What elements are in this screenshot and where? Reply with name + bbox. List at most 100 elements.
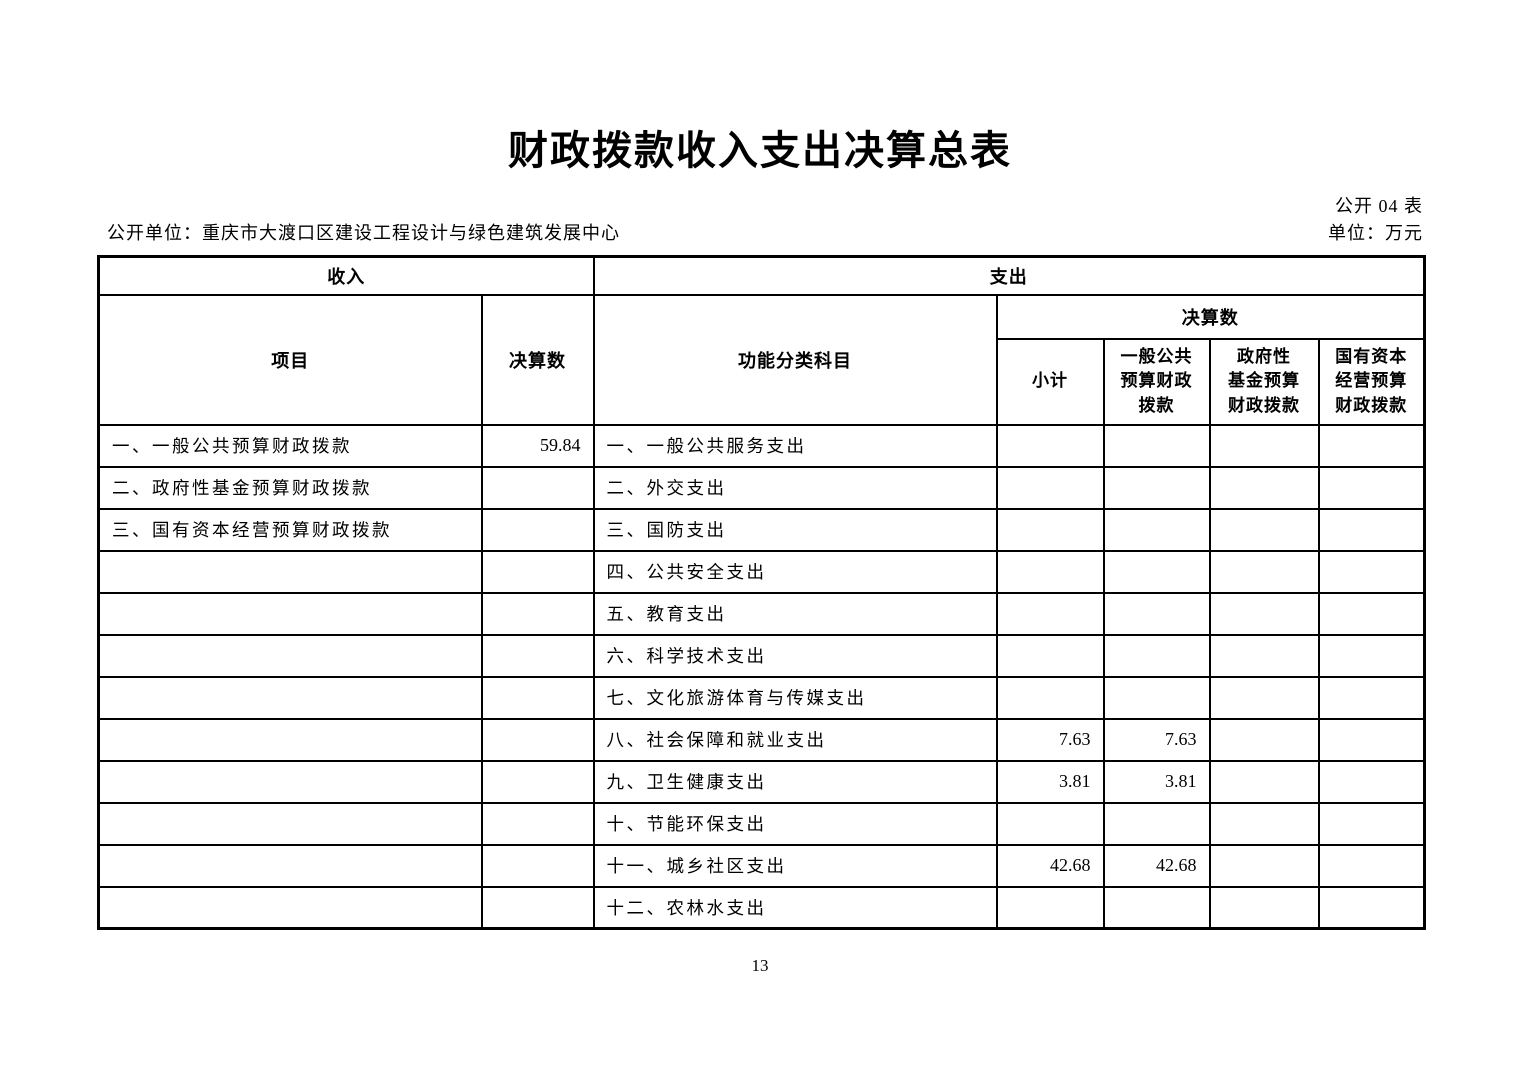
income-item-cell xyxy=(97,759,483,804)
expense-gov-fund-cell xyxy=(1208,549,1320,594)
income-value-cell xyxy=(480,633,595,678)
expense-state-capital-cell xyxy=(1317,507,1426,552)
expense-item-cell: 八、社会保障和就业支出 xyxy=(592,717,998,762)
page-number: 13 xyxy=(751,956,769,975)
income-section-header: 收入 xyxy=(97,255,595,296)
final-accounts-table: 收入 支出 项目 决算数 功能分类科目 决算数 小计 一般公共 预算财政 拨款 … xyxy=(97,255,1427,930)
expense-item-cell: 一、一般公共服务支出 xyxy=(592,423,998,468)
expense-general-public-cell xyxy=(1102,633,1211,678)
income-item-cell xyxy=(97,549,483,594)
column-header-function-subject: 功能分类科目 xyxy=(592,293,998,426)
expense-subtotal-cell xyxy=(995,549,1105,594)
expense-subtotal-cell: 7.63 xyxy=(995,717,1105,762)
table-row: 九、卫生健康支出 3.81 3.81 xyxy=(97,759,1426,804)
income-item-cell xyxy=(97,843,483,888)
expense-gov-fund-cell xyxy=(1208,465,1320,510)
expense-general-public-cell xyxy=(1102,423,1211,468)
table-row: 七、文化旅游体育与传媒支出 xyxy=(97,675,1426,720)
income-item-cell xyxy=(97,717,483,762)
unit-label: 单位：万元 xyxy=(1328,223,1423,243)
expense-gov-fund-cell xyxy=(1208,759,1320,804)
expense-gov-fund-cell xyxy=(1208,801,1320,846)
expense-gov-fund-cell xyxy=(1208,633,1320,678)
income-value-cell xyxy=(480,591,595,636)
expense-section-header: 支出 xyxy=(592,255,1426,296)
expense-item-cell: 十二、农林水支出 xyxy=(592,885,998,930)
income-value-cell xyxy=(480,549,595,594)
expense-general-public-cell xyxy=(1102,507,1211,552)
income-item-cell xyxy=(97,591,483,636)
column-header-item: 项目 xyxy=(97,293,483,426)
expense-general-public-cell: 7.63 xyxy=(1102,717,1211,762)
table-row: 四、公共安全支出 xyxy=(97,549,1426,594)
expense-subtotal-cell: 3.81 xyxy=(995,759,1105,804)
expense-state-capital-cell xyxy=(1317,843,1426,888)
income-value-cell xyxy=(480,759,595,804)
income-value-cell xyxy=(480,465,595,510)
meta-line: 公开单位：重庆市大渡口区建设工程设计与绿色建筑发展中心 单位：万元 xyxy=(97,219,1423,245)
expense-general-public-cell: 42.68 xyxy=(1102,843,1211,888)
expense-item-cell: 六、科学技术支出 xyxy=(592,633,998,678)
table-row: 六、科学技术支出 xyxy=(97,633,1426,678)
income-value-cell xyxy=(480,675,595,720)
section-header-row: 收入 支出 xyxy=(97,255,1426,296)
table-row: 一、一般公共预算财政拨款 59.84 一、一般公共服务支出 xyxy=(97,423,1426,468)
expense-state-capital-cell xyxy=(1317,759,1426,804)
expense-item-cell: 十、节能环保支出 xyxy=(592,801,998,846)
income-item-cell xyxy=(97,801,483,846)
income-value-cell xyxy=(480,885,595,930)
expense-gov-fund-cell xyxy=(1208,843,1320,888)
expense-general-public-cell xyxy=(1102,549,1211,594)
expense-item-cell: 十一、城乡社区支出 xyxy=(592,843,998,888)
expense-subtotal-cell xyxy=(995,801,1105,846)
income-value-cell: 59.84 xyxy=(480,423,595,468)
expense-state-capital-cell xyxy=(1317,717,1426,762)
expense-subtotal-cell xyxy=(995,591,1105,636)
column-header-row-1: 项目 决算数 功能分类科目 决算数 xyxy=(97,293,1426,426)
table-row: 十二、农林水支出 xyxy=(97,885,1426,930)
expense-subtotal-cell xyxy=(995,423,1105,468)
table-row: 三、国有资本经营预算财政拨款 三、国防支出 xyxy=(97,507,1426,552)
expense-item-cell: 二、外交支出 xyxy=(592,465,998,510)
column-header-subtotal: 小计 xyxy=(995,337,1105,426)
expense-general-public-cell xyxy=(1102,885,1211,930)
expense-general-public-cell xyxy=(1102,465,1211,510)
expense-state-capital-cell xyxy=(1317,801,1426,846)
expense-state-capital-cell xyxy=(1317,423,1426,468)
expense-item-cell: 九、卫生健康支出 xyxy=(592,759,998,804)
income-item-cell xyxy=(97,675,483,720)
expense-subtotal-cell xyxy=(995,633,1105,678)
expense-gov-fund-cell xyxy=(1208,591,1320,636)
page-title: 财政拨款收入支出决算总表 xyxy=(508,129,1012,173)
expense-subtotal-cell xyxy=(995,507,1105,552)
expense-item-cell: 四、公共安全支出 xyxy=(592,549,998,594)
expense-gov-fund-cell xyxy=(1208,885,1320,930)
expense-state-capital-cell xyxy=(1317,465,1426,510)
column-header-general-public: 一般公共 预算财政 拨款 xyxy=(1102,337,1211,426)
expense-state-capital-cell xyxy=(1317,633,1426,678)
publisher-label: 公开单位：重庆市大渡口区建设工程设计与绿色建筑发展中心 xyxy=(107,223,620,243)
expense-subtotal-cell: 42.68 xyxy=(995,843,1105,888)
income-value-cell xyxy=(480,801,595,846)
income-item-cell xyxy=(97,885,483,930)
expense-state-capital-cell xyxy=(1317,675,1426,720)
income-value-cell xyxy=(480,717,595,762)
expense-gov-fund-cell xyxy=(1208,717,1320,762)
income-value-cell xyxy=(480,507,595,552)
column-header-row-2: 小计 一般公共 预算财政 拨款 政府性 基金预算 财政拨款 国有资本 经营预算 … xyxy=(99,337,1426,426)
table-row: 八、社会保障和就业支出 7.63 7.63 xyxy=(97,717,1426,762)
expense-subtotal-cell xyxy=(995,885,1105,930)
expense-item-cell: 七、文化旅游体育与传媒支出 xyxy=(592,675,998,720)
column-header-income-final: 决算数 xyxy=(480,293,595,426)
income-value-cell xyxy=(480,843,595,888)
income-item-cell: 三、国有资本经营预算财政拨款 xyxy=(97,507,483,552)
expense-state-capital-cell xyxy=(1317,549,1426,594)
expense-subtotal-cell xyxy=(995,465,1105,510)
column-header-state-capital: 国有资本 经营预算 财政拨款 xyxy=(1317,337,1426,426)
expense-gov-fund-cell xyxy=(1208,675,1320,720)
expense-subtotal-cell xyxy=(995,675,1105,720)
table-row: 五、教育支出 xyxy=(97,591,1426,636)
table-row: 二、政府性基金预算财政拨款 二、外交支出 xyxy=(97,465,1426,510)
expense-general-public-cell: 3.81 xyxy=(1102,759,1211,804)
expense-gov-fund-cell xyxy=(1208,507,1320,552)
